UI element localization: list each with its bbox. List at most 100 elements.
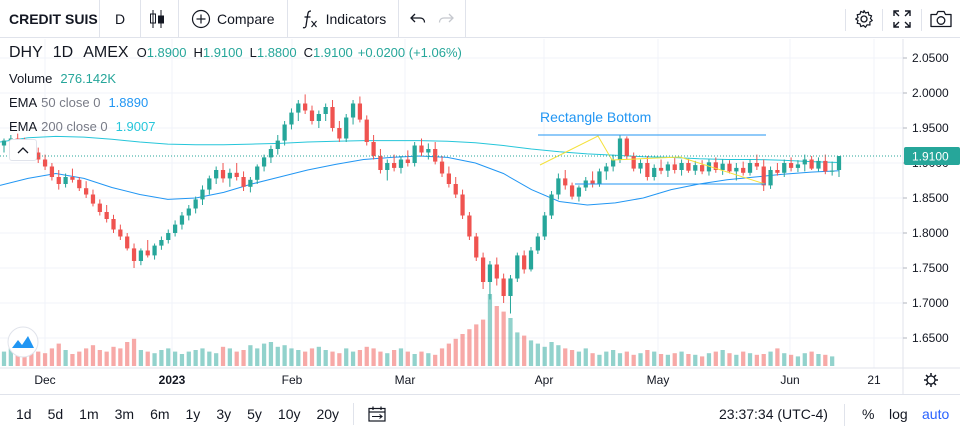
volume-bar xyxy=(309,348,315,366)
volume-bar xyxy=(487,294,493,366)
candle-body xyxy=(337,128,342,139)
clock-timezone[interactable]: 23:37:34 (UTC-4) xyxy=(719,406,828,422)
timeframe-3m[interactable]: 3m xyxy=(114,406,135,422)
volume-bar xyxy=(268,342,274,366)
candle-body xyxy=(248,179,253,187)
time-tick-label: May xyxy=(647,373,670,387)
candle-body xyxy=(330,107,335,128)
candle-body xyxy=(371,142,376,156)
calendar-range-icon xyxy=(368,406,386,422)
timeframe-1y[interactable]: 1y xyxy=(185,406,201,422)
volume-bar xyxy=(624,351,629,366)
volume-bar xyxy=(446,343,451,366)
auto-scale-toggle[interactable]: auto xyxy=(922,406,950,422)
candle-body xyxy=(446,173,451,184)
volume-bar xyxy=(104,351,109,366)
bottom-toolbar: 1d 5d 1m 3m 6m 1y 3y 5y 10y 20y 23:37:34… xyxy=(0,394,960,433)
volume-bar xyxy=(371,348,376,366)
volume-bar xyxy=(8,348,13,366)
volume-bar xyxy=(638,353,643,366)
candle-body xyxy=(460,194,465,216)
ema200-legend[interactable]: EMA 200 close 0 1.9007 xyxy=(9,114,462,138)
high-value: 1.9100 xyxy=(202,45,243,60)
timeframe-10y[interactable]: 10y xyxy=(277,406,301,422)
candle-body xyxy=(214,170,219,179)
fullscreen-icon xyxy=(893,10,911,28)
candle-body xyxy=(556,178,561,195)
goto-date-button[interactable] xyxy=(360,406,394,422)
candle-body xyxy=(727,163,732,172)
volume-bar xyxy=(118,348,123,366)
price-tick-label: 1.7500 xyxy=(912,261,949,275)
fullscreen-button[interactable] xyxy=(883,0,921,38)
volume-bar xyxy=(289,348,294,366)
volume-bar xyxy=(693,354,698,366)
chevron-up-icon xyxy=(17,147,29,154)
log-scale-toggle[interactable]: log xyxy=(889,406,908,422)
price-chart[interactable]: Rectangle Bottom2.05002.00001.95001.9000… xyxy=(0,39,960,394)
axis-settings-icon[interactable] xyxy=(924,373,938,387)
candle-body xyxy=(364,119,369,142)
timeframe-1d[interactable]: 1d xyxy=(16,406,32,422)
time-tick-label: 21 xyxy=(867,373,881,387)
time-tick-label: Feb xyxy=(282,373,303,387)
volume-bar xyxy=(665,354,671,366)
symbol-search[interactable]: CREDIT SUIS xyxy=(0,0,100,38)
candle-body xyxy=(665,164,671,171)
open-value: 1.8900 xyxy=(146,45,187,60)
volume-bar xyxy=(795,356,801,366)
candle-body xyxy=(652,167,657,177)
chart-type-button[interactable] xyxy=(141,0,179,38)
legend-symbol[interactable]: DHY xyxy=(9,44,43,61)
volume-bar xyxy=(159,350,164,366)
compare-button[interactable]: Compare xyxy=(179,0,288,38)
volume-bar xyxy=(480,319,486,366)
indicators-button[interactable]: Indicators xyxy=(288,0,400,38)
volume-bar xyxy=(90,345,96,366)
candle-body xyxy=(357,103,363,120)
candle-body xyxy=(597,171,602,184)
redo-icon[interactable] xyxy=(437,11,455,27)
volume-bar xyxy=(323,350,328,366)
candle-body xyxy=(624,138,629,156)
candle-body xyxy=(658,167,664,171)
volume-bar xyxy=(337,353,342,366)
ema50-legend[interactable]: EMA 50 close 0 1.8890 xyxy=(9,90,462,114)
candle-body xyxy=(145,250,150,256)
timeframe-5d[interactable]: 5d xyxy=(47,406,64,422)
volume-legend[interactable]: Volume 276.142K xyxy=(9,66,462,90)
timeframe-20y[interactable]: 20y xyxy=(316,406,340,422)
candle-body xyxy=(220,170,226,179)
volume-bar xyxy=(830,356,835,366)
timeframe-5y[interactable]: 5y xyxy=(247,406,262,422)
candle-body xyxy=(433,149,438,162)
candle-body xyxy=(720,163,725,170)
volume-bar xyxy=(255,348,260,366)
candle-body xyxy=(549,194,554,216)
settings-button[interactable] xyxy=(845,0,882,38)
volume-bar xyxy=(97,350,102,366)
volume-bar xyxy=(775,348,780,366)
candle-body xyxy=(590,180,595,184)
candle-body xyxy=(645,163,650,177)
candle-body xyxy=(241,177,246,187)
volume-bar xyxy=(761,354,766,366)
candle-body xyxy=(385,163,390,170)
percent-scale-toggle[interactable]: % xyxy=(862,406,875,422)
undo-icon[interactable] xyxy=(409,11,427,27)
timeframe-6m[interactable]: 6m xyxy=(150,406,170,422)
snapshot-button[interactable] xyxy=(922,0,960,38)
timeframe-3y[interactable]: 3y xyxy=(216,406,232,422)
legend-collapse-button[interactable] xyxy=(9,139,37,161)
volume-bar xyxy=(802,353,807,366)
volume-bar xyxy=(15,354,20,366)
candle-body xyxy=(836,156,842,170)
volume-bar xyxy=(241,350,246,366)
timeframe-1m[interactable]: 1m xyxy=(79,406,99,422)
candle-body xyxy=(179,215,185,225)
candle-body xyxy=(611,159,616,167)
volume-bar xyxy=(42,353,48,366)
volume-bar xyxy=(823,354,828,366)
volume-bar xyxy=(63,350,68,366)
interval-button[interactable]: D xyxy=(100,0,141,38)
